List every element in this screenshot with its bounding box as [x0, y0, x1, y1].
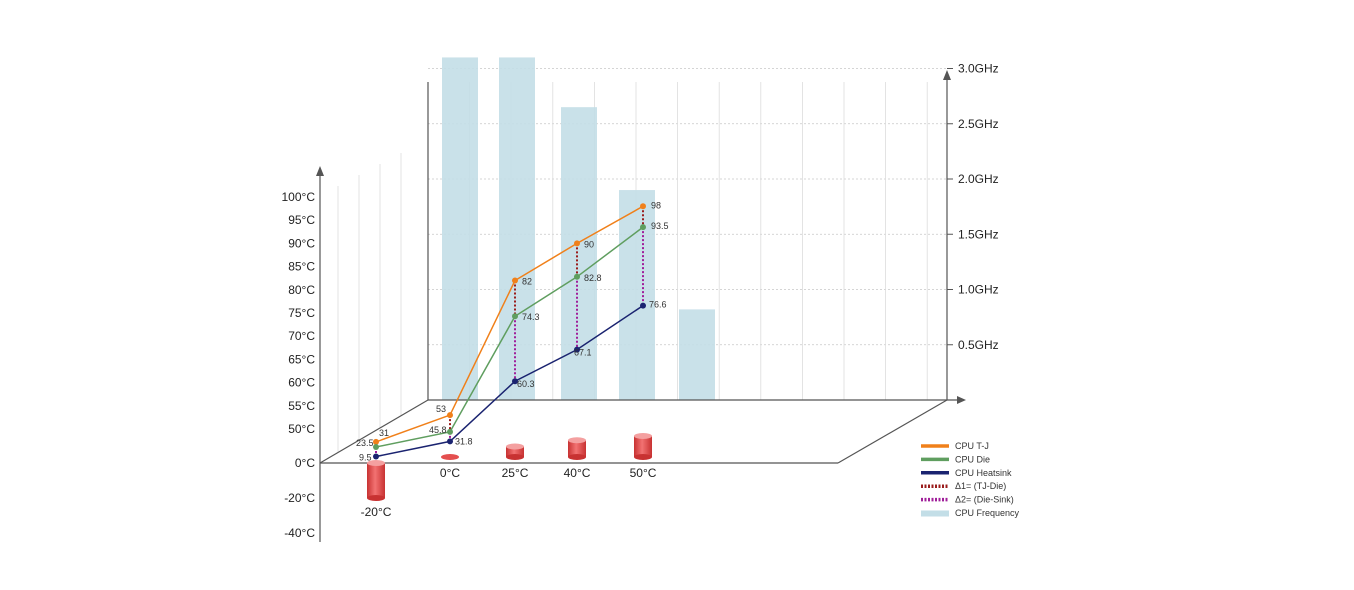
series-point — [574, 273, 580, 280]
series-point — [447, 428, 453, 435]
data-label: 31.8 — [455, 436, 473, 446]
series-point — [640, 302, 646, 309]
left-tick-label: 85°C — [288, 260, 315, 274]
left-axis-ticks: 100°C 95°C 90°C 85°C 80°C 75°C 70°C 65°C 60°C 55°… — [282, 190, 316, 540]
series-point — [574, 346, 580, 353]
series-point — [574, 240, 580, 247]
ambient-cylinder-top — [367, 460, 385, 466]
data-label: 53 — [436, 404, 446, 414]
left-tick-label: 60°C — [288, 376, 315, 390]
ambient-cylinder-base — [367, 495, 385, 501]
ambient-cylinder-base — [634, 454, 652, 460]
right-tick-label: 1.5GHz — [958, 227, 999, 241]
frequency-bar — [499, 57, 535, 400]
floor — [319, 396, 966, 464]
category-label: 25°C — [502, 466, 529, 480]
left-tick-label: 50°C — [288, 422, 315, 436]
left-tick-label: 0°C — [295, 456, 315, 470]
legend-label: CPU Die — [955, 454, 990, 464]
right-axis-arrow — [943, 70, 951, 80]
ambient-cylinder-top — [506, 443, 524, 450]
series-point — [373, 438, 379, 445]
legend-label: CPU Heatsink — [955, 468, 1012, 478]
data-label: 9.5 — [359, 453, 372, 463]
legend-label: Δ2= (Die-Sink) — [955, 495, 1014, 505]
left-tick-label: 75°C — [288, 306, 315, 320]
frequency-bars — [442, 57, 715, 401]
left-tick-label: 55°C — [288, 399, 315, 413]
category-label: 50°C — [630, 466, 657, 480]
series-point — [447, 412, 453, 419]
data-label: 82 — [522, 277, 532, 287]
data-label: 98 — [651, 200, 661, 210]
series-lines: 31 53 82 90 98 23.5 45.8 74.3 82.8 93.5 9.5 31.8 60.… — [356, 200, 669, 462]
data-label: 31 — [379, 428, 389, 438]
left-tick-label: 100°C — [282, 190, 316, 204]
series-point — [512, 378, 518, 385]
data-label: 45.8 — [429, 425, 447, 435]
data-label: 82.8 — [584, 273, 602, 283]
frequency-bar — [619, 190, 655, 400]
data-label: 74.3 — [522, 312, 540, 322]
series-point — [447, 438, 453, 445]
ambient-cylinder-top — [441, 454, 459, 460]
data-label: 93.5 — [651, 221, 669, 231]
data-label: 60.3 — [517, 379, 535, 389]
ambient-cylinder — [367, 463, 385, 498]
series-point — [512, 313, 518, 320]
legend-swatch — [921, 510, 949, 517]
ambient-cylinder-base — [506, 454, 524, 460]
ambient-cylinder — [568, 440, 586, 457]
series-point — [640, 224, 646, 231]
ambient-cylinder — [506, 446, 524, 457]
left-tick-label: 95°C — [288, 213, 315, 227]
right-axis-ticks: 3.0GHz 2.5GHz 2.0GHz 1.5GHz 1.0GHz 0.5GHz — [947, 62, 999, 352]
ambient-cylinder-top — [634, 433, 652, 439]
category-label: 40°C — [564, 466, 591, 480]
right-tick-label: 2.5GHz — [958, 117, 999, 131]
left-tick-label: 90°C — [288, 236, 315, 250]
ambient-cylinder — [634, 436, 652, 457]
data-label: 67.1 — [574, 348, 592, 358]
ambient-cylinder-top — [568, 437, 586, 444]
left-tick-label: -40°C — [284, 526, 315, 540]
right-tick-label: 0.5GHz — [958, 338, 999, 352]
legend-label: CPU T-J — [955, 441, 989, 451]
right-tick-label: 3.0GHz — [958, 62, 999, 76]
data-label: 76.6 — [649, 300, 667, 310]
category-label: -20°C — [361, 505, 392, 519]
series-point — [373, 453, 379, 460]
frequency-bar — [679, 309, 715, 400]
series-point — [640, 203, 646, 210]
series-point — [373, 444, 379, 451]
legend-label: Δ1= (TJ-Die) — [955, 481, 1006, 491]
left-tick-label: 70°C — [288, 329, 315, 343]
series-point — [512, 277, 518, 284]
data-label: 23.5 — [356, 438, 374, 448]
left-tick-label: 65°C — [288, 352, 315, 366]
legend-label: CPU Frequency — [955, 508, 1020, 518]
left-axis-arrow — [316, 166, 324, 176]
frequency-bar — [442, 57, 478, 400]
ambient-cylinders — [367, 433, 652, 501]
left-tick-label: -20°C — [284, 491, 315, 505]
data-label: 90 — [584, 239, 594, 249]
right-tick-label: 2.0GHz — [958, 172, 999, 186]
left-tick-label: 80°C — [288, 283, 315, 297]
category-label: 0°C — [440, 466, 460, 480]
legend: CPU T-J CPU Die CPU Heatsink Δ1= (TJ-Die) Δ2… — [921, 441, 1020, 518]
category-labels: -20°C 0°C 25°C 40°C 50°C — [361, 466, 657, 519]
right-tick-label: 1.0GHz — [958, 283, 999, 297]
ambient-cylinder-base — [568, 454, 586, 460]
